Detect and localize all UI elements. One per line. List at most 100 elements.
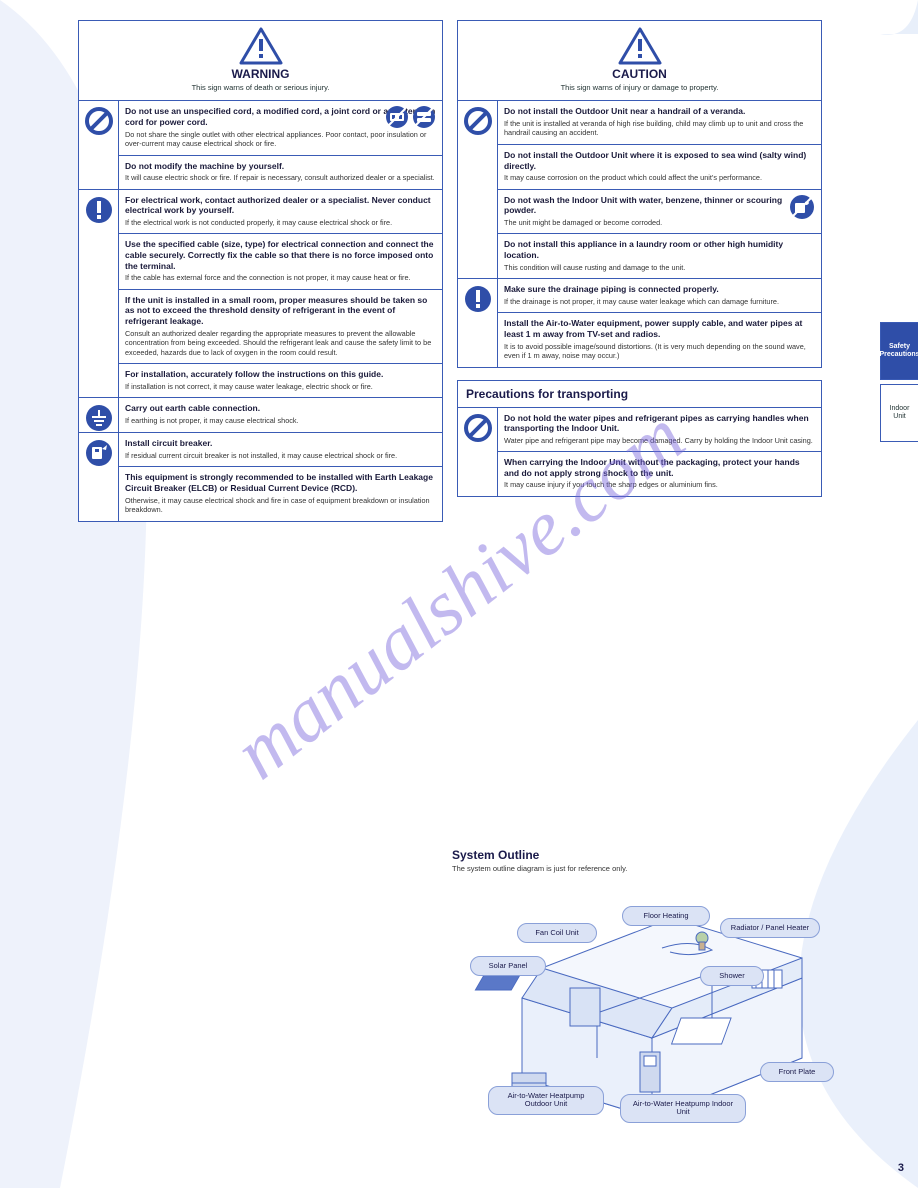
warning-group-breaker: Install circuit breaker. If residual cur… — [79, 433, 442, 520]
prohibit-icon — [464, 107, 492, 135]
transport-item: Do not hold the water pipes and refriger… — [498, 408, 821, 453]
warning-item: This equipment is strongly recommended t… — [119, 467, 442, 520]
left-column: WARNING This sign warns of death or seri… — [78, 20, 443, 534]
warning-item: If the unit is installed in a small room… — [119, 290, 442, 364]
item-title: Do not install the Outdoor Unit near a h… — [504, 106, 815, 117]
no-multiplug-icon — [412, 105, 436, 129]
item-title: For electrical work, contact authorized … — [125, 195, 436, 216]
warning-title: WARNING — [232, 67, 290, 81]
item-body: It may cause injury if you touch the sha… — [504, 480, 815, 489]
item-body: If the drainage is not proper, it may ca… — [504, 297, 815, 306]
prohibit-icon — [464, 414, 492, 442]
caution-item: Do not install the Outdoor Unit where it… — [498, 145, 821, 190]
warning-triangle-icon — [618, 27, 662, 65]
warning-panel: WARNING This sign warns of death or seri… — [78, 20, 443, 522]
item-body: Do not share the single outlet with othe… — [125, 130, 436, 149]
item-title: Make sure the drainage piping is connect… — [504, 284, 815, 295]
item-title: If the unit is installed in a small room… — [125, 295, 436, 327]
item-body: If the cable has external force and the … — [125, 273, 436, 282]
diagram-title: System Outline — [452, 848, 862, 862]
side-tab-label: Safety Precautions — [879, 343, 918, 360]
side-tab-safety[interactable]: Safety Precautions — [880, 322, 918, 380]
system-outline-section: System Outline The system outline diagra… — [452, 848, 862, 1158]
item-body: Consult an authorized dealer regarding t… — [125, 329, 436, 357]
item-body: This condition will cause rusting and da… — [504, 263, 815, 272]
item-body: It will cause electric shock or fire. If… — [125, 173, 436, 182]
diagram-sub: The system outline diagram is just for r… — [452, 864, 862, 874]
warning-item: For installation, accurately follow the … — [119, 364, 442, 397]
warning-item: Do not modify the machine by yourself. I… — [119, 156, 442, 189]
caution-item: Do not install the Outdoor Unit near a h… — [498, 101, 821, 145]
caution-item: Do not install this appliance in a laund… — [498, 234, 821, 278]
item-title: Install the Air-to-Water equipment, powe… — [504, 318, 815, 339]
prohibit-icon — [85, 107, 113, 135]
transport-item: When carrying the Indoor Unit without th… — [498, 452, 821, 496]
side-tab-label: Indoor Unit — [883, 405, 916, 422]
caution-group-mandatory: Make sure the drainage piping is connect… — [458, 279, 821, 366]
caution-item: Make sure the drainage piping is connect… — [498, 279, 821, 313]
callout-fancoil: Fan Coil Unit — [517, 923, 597, 944]
item-body: It is to avoid possible image/sound dist… — [504, 342, 815, 361]
item-title: Install circuit breaker. — [125, 438, 436, 449]
item-title: When carrying the Indoor Unit without th… — [504, 457, 815, 478]
item-body: The unit might be damaged or become corr… — [504, 218, 815, 227]
no-wash-icon — [789, 194, 815, 220]
warning-item: Use the specified cable (size, type) for… — [119, 234, 442, 289]
caution-item: Do not wash the Indoor Unit with water, … — [498, 190, 821, 235]
item-body: It may cause corrosion on the product wh… — [504, 173, 815, 182]
mandatory-icon — [464, 285, 492, 313]
callout-shower: Shower — [700, 966, 764, 987]
item-title: Do not install the Outdoor Unit where it… — [504, 150, 815, 171]
item-body: If residual current circuit breaker is n… — [125, 451, 436, 460]
warning-item: Carry out earth cable connection. If ear… — [119, 398, 442, 431]
caution-group-prohibit: Do not install the Outdoor Unit near a h… — [458, 101, 821, 279]
item-title: Do not hold the water pipes and refriger… — [504, 413, 815, 434]
side-tab-indoor[interactable]: Indoor Unit — [880, 384, 918, 442]
caution-panel: CAUTION This sign warns of injury or dam… — [457, 20, 822, 368]
ground-icon — [85, 404, 113, 432]
item-title: For installation, accurately follow the … — [125, 369, 436, 380]
warning-item: Do not use an unspecified cord, a modifi… — [119, 101, 442, 155]
caution-header: CAUTION This sign warns of injury or dam… — [458, 21, 821, 101]
transport-title: Precautions for transporting — [466, 387, 628, 401]
warning-group-ground: Carry out earth cable connection. If ear… — [79, 398, 442, 433]
item-title: Carry out earth cable connection. — [125, 403, 436, 414]
item-title: Do not wash the Indoor Unit with water, … — [504, 195, 815, 216]
item-title: Do not install this appliance in a laund… — [504, 239, 815, 260]
transport-panel: Precautions for transporting Do not hold… — [457, 380, 822, 497]
caution-item: Install the Air-to-Water equipment, powe… — [498, 313, 821, 366]
mandatory-icon — [85, 196, 113, 224]
item-body: Water pipe and refrigerant pipe may beco… — [504, 436, 815, 445]
breaker-icon — [85, 439, 113, 467]
caution-title: CAUTION — [612, 67, 667, 81]
floorplan-diagram: Fan Coil Unit Solar Panel Floor Heating Rad… — [452, 878, 852, 1128]
callout-solar: Solar Panel — [470, 956, 546, 977]
side-tabs: Safety Precautions Indoor Unit — [880, 322, 918, 446]
item-body: If installation is not correct, it may c… — [125, 382, 436, 391]
callout-front: Front Plate — [760, 1062, 834, 1083]
callout-outdoor: Air-to-Water Heatpump Outdoor Unit — [488, 1086, 604, 1115]
item-body: Otherwise, it may cause electrical shock… — [125, 496, 436, 515]
transport-header: Precautions for transporting — [458, 381, 821, 408]
right-column: CAUTION This sign warns of injury or dam… — [457, 20, 822, 534]
item-title: Do not modify the machine by yourself. — [125, 161, 436, 172]
page-number: 3 — [898, 1162, 904, 1174]
callout-radiator: Radiator / Panel Heater — [720, 918, 820, 939]
item-body: If the electrical work is not conducted … — [125, 218, 436, 227]
warning-triangle-icon — [239, 27, 283, 65]
warning-group-mandatory: For electrical work, contact authorized … — [79, 190, 442, 399]
item-body: If earthing is not proper, it may cause … — [125, 416, 436, 425]
transport-group-prohibit: Do not hold the water pipes and refriger… — [458, 408, 821, 496]
no-multiplug-icon — [385, 105, 409, 129]
item-body: If the unit is installed at veranda of h… — [504, 119, 815, 138]
caution-sub: This sign warns of injury or damage to p… — [561, 83, 719, 92]
warning-item: Install circuit breaker. If residual cur… — [119, 433, 442, 467]
item-title: Use the specified cable (size, type) for… — [125, 239, 436, 271]
callout-floorheat: Floor Heating — [622, 906, 710, 927]
warning-sub: This sign warns of death or serious inju… — [192, 83, 330, 92]
warning-item: For electrical work, contact authorized … — [119, 190, 442, 235]
callout-indoor: Air-to-Water Heatpump Indoor Unit — [620, 1094, 746, 1123]
item-title: This equipment is strongly recommended t… — [125, 472, 436, 493]
warning-group-prohibit: Do not use an unspecified cord, a modifi… — [79, 101, 442, 189]
warning-header: WARNING This sign warns of death or seri… — [79, 21, 442, 101]
